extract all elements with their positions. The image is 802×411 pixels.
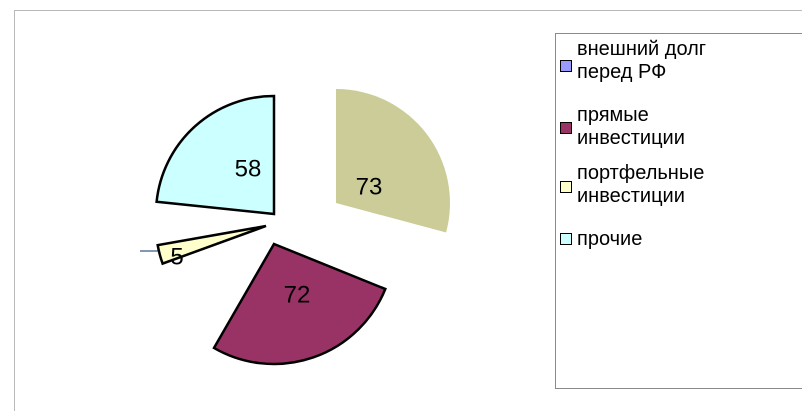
data-label-remaining: 73 [356, 173, 383, 200]
slice-remaining [336, 89, 450, 233]
slice-direct-investment [212, 242, 387, 366]
legend-label: портфельные инвестиции [577, 162, 705, 207]
legend: внешний долг перед РФ прямые инвестиции … [555, 33, 802, 389]
legend-swatch [560, 181, 572, 193]
legend-swatch [560, 60, 572, 72]
legend-swatch [560, 233, 572, 245]
legend-label: внешний долг перед РФ [577, 38, 707, 83]
slice-portfolio-investment [156, 224, 267, 266]
legend-label: прямые инвестиции [577, 104, 685, 149]
data-label-direct-investment: 72 [284, 281, 311, 308]
data-label-other: 58 [235, 155, 262, 182]
legend-swatch [560, 122, 572, 134]
legend-label: прочие [577, 228, 643, 250]
data-label-portfolio-investment: 5 [170, 243, 183, 270]
slice-other [155, 94, 276, 216]
